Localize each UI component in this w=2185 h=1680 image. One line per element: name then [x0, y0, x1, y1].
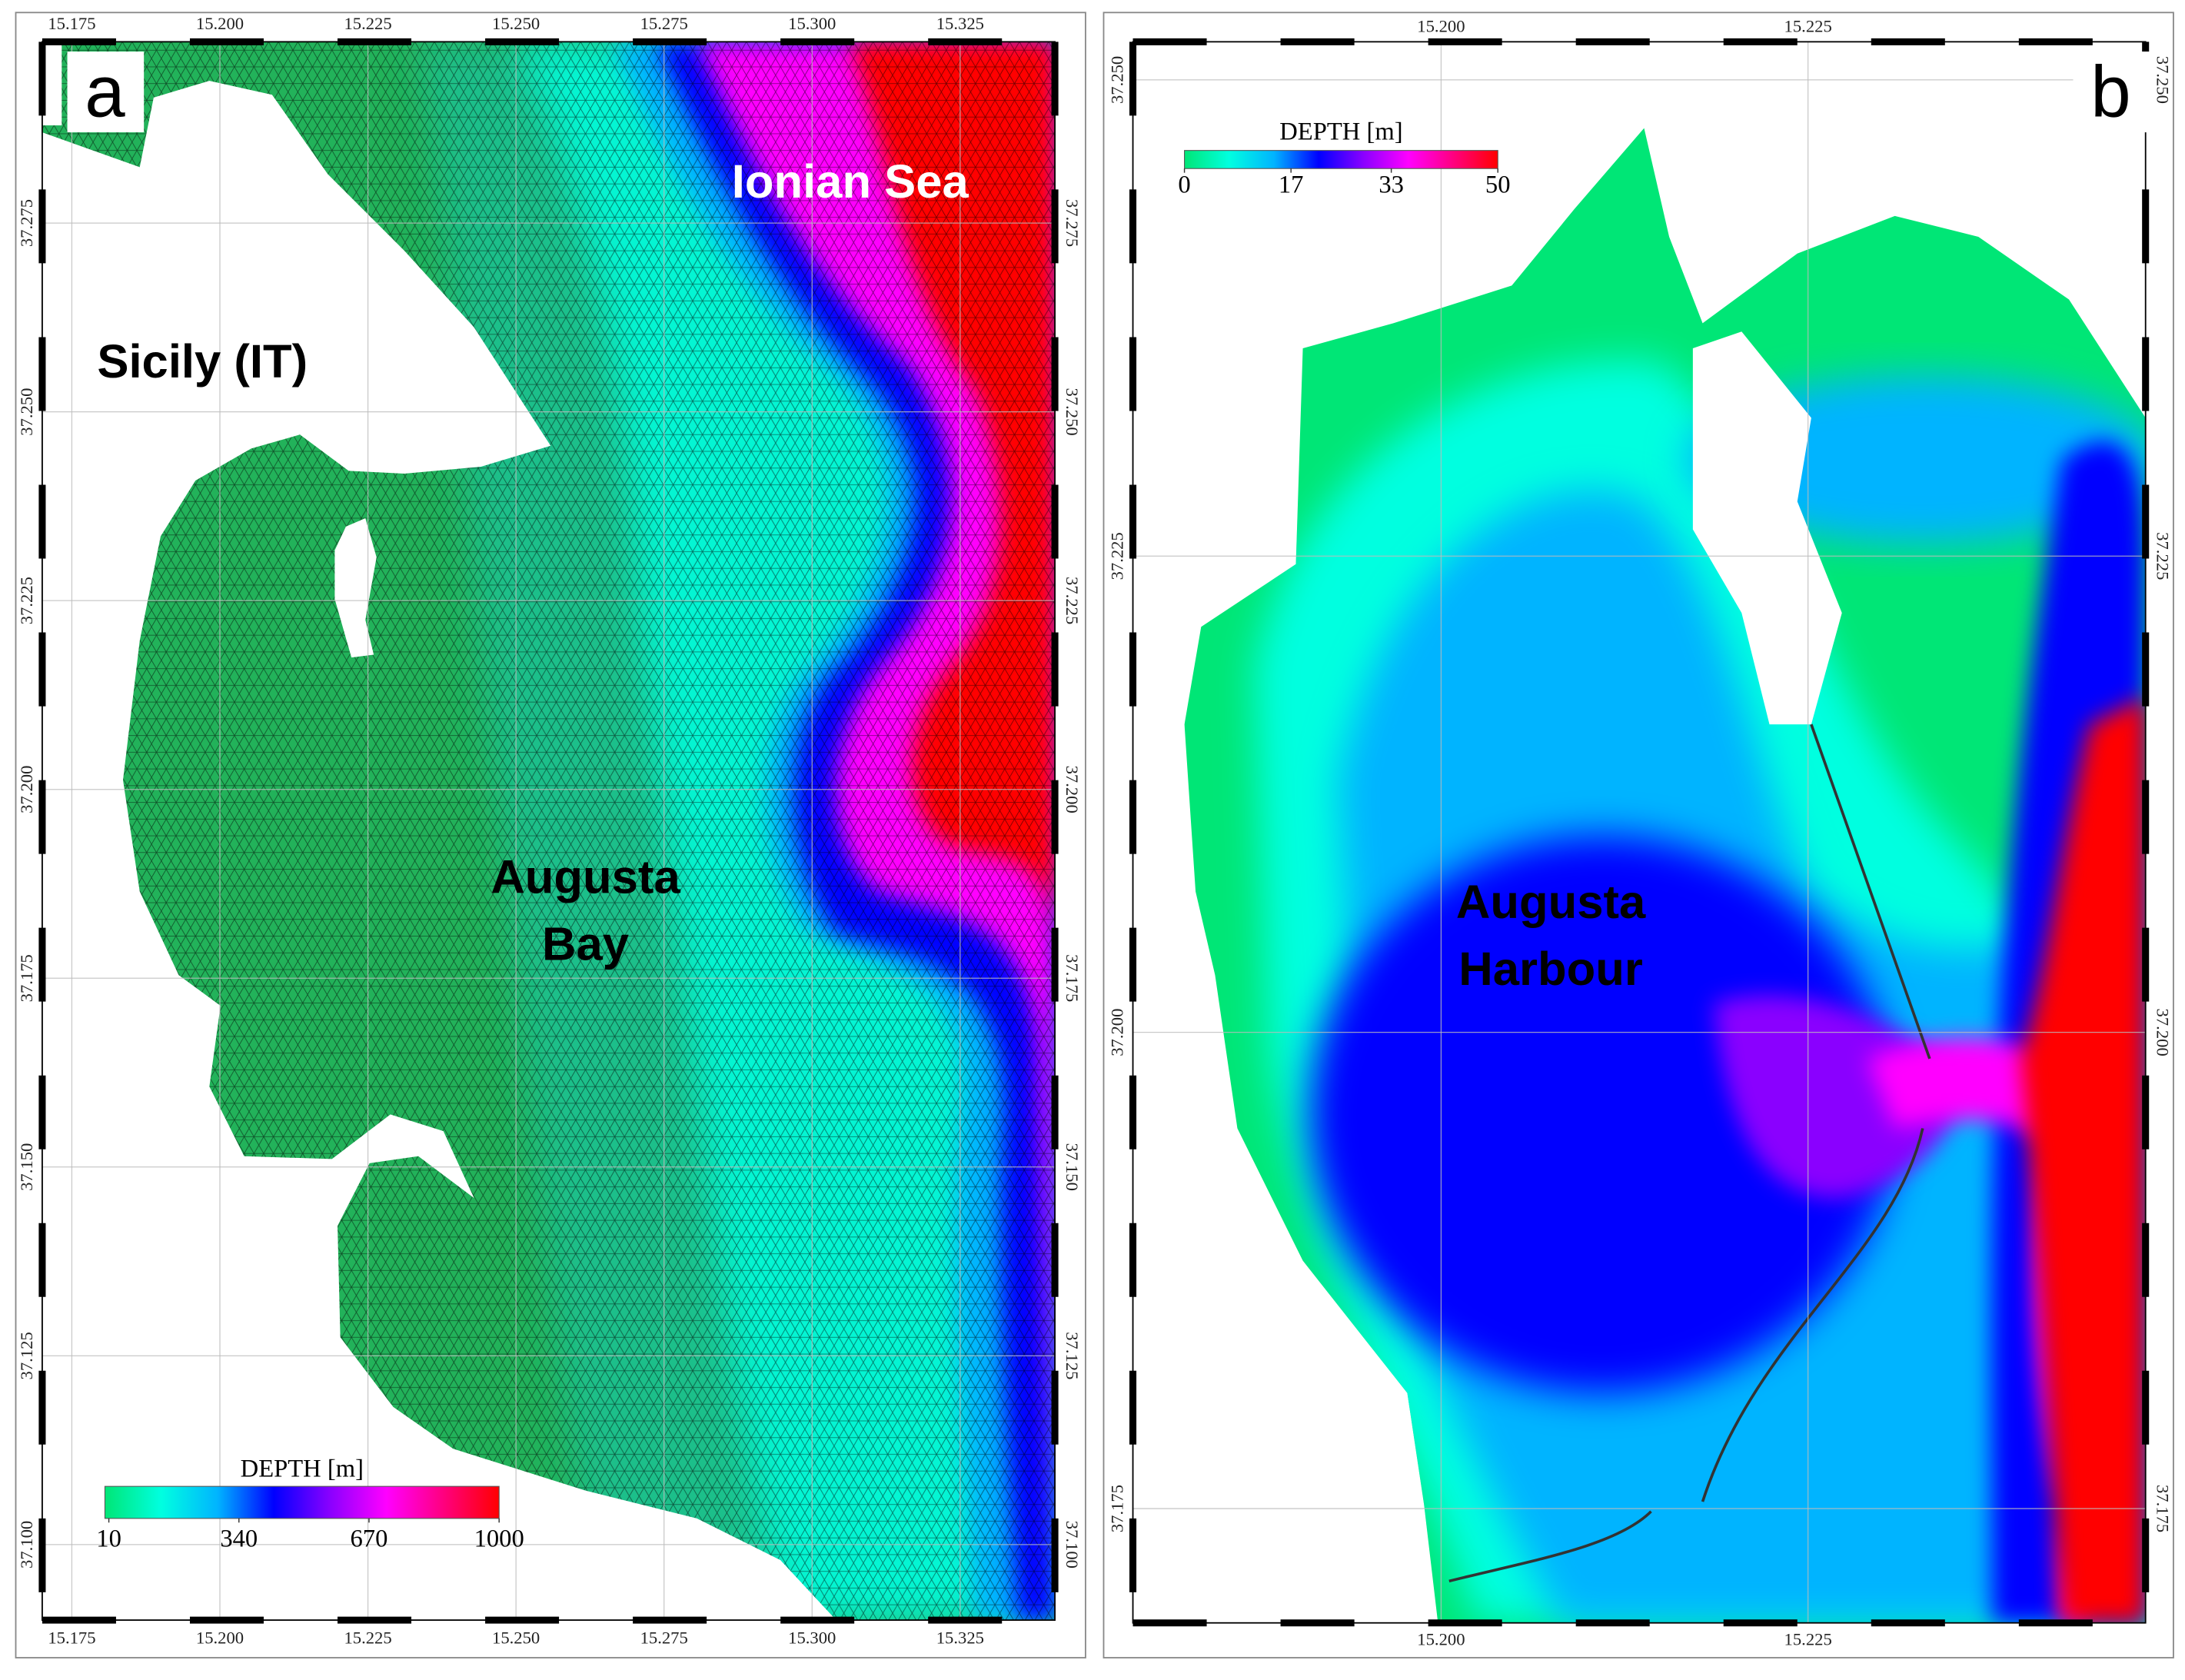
y-tick-label: 37.150: [17, 1143, 36, 1191]
colorbar-tick-label: 340: [220, 1525, 258, 1552]
y-tick-label: 37.275: [17, 199, 36, 247]
depth-band: [2020, 696, 2146, 1623]
y-tick-label: 37.225: [1063, 577, 1082, 624]
x-tick-label: 15.200: [196, 1628, 244, 1648]
place-label: Harbour: [1458, 943, 1643, 996]
y-tick-label: 37.200: [17, 766, 36, 813]
x-tick-label: 15.175: [48, 1628, 95, 1648]
colorbar-title: DEPTH [m]: [1279, 118, 1402, 145]
colorbar-tick-label: 17: [1279, 171, 1304, 198]
y-tick-label: 37.225: [17, 577, 36, 624]
panel-label-box: [67, 52, 145, 133]
x-tick-label: 15.275: [640, 14, 688, 33]
y-tick-label: 37.100: [17, 1521, 36, 1569]
x-tick-label: 15.225: [344, 14, 391, 33]
colorbar: [104, 1485, 500, 1519]
y-tick-label: 37.150: [1063, 1143, 1082, 1191]
colorbar-tick-label: 50: [1485, 171, 1511, 198]
land: [42, 42, 836, 1621]
breakwater: [1448, 724, 1931, 1583]
x-tick-label: 15.225: [1784, 16, 1832, 35]
y-tick-label: 37.125: [17, 1332, 36, 1379]
y-tick-label: 37.175: [1063, 954, 1082, 1002]
x-tick-label: 15.175: [48, 14, 95, 33]
y-tick-label: 37.250: [17, 388, 36, 436]
x-tick-label: 15.250: [492, 14, 540, 33]
place-label: Ionian Sea: [732, 155, 969, 208]
x-tick-label: 15.300: [788, 14, 836, 33]
y-tick-label: 37.200: [1108, 1009, 1127, 1056]
y-tick-label: 37.250: [1108, 56, 1127, 104]
x-tick-label: 15.275: [640, 1628, 688, 1648]
y-tick-label: 37.250: [2153, 56, 2172, 104]
panel-frame: [15, 12, 1086, 1658]
colorbar-tick-label: 1000: [474, 1525, 524, 1552]
y-tick-label: 37.100: [1063, 1521, 1082, 1569]
y-tick-label: 37.225: [2153, 532, 2172, 580]
y-tick-label: 37.175: [1108, 1485, 1127, 1532]
depth-map: [1184, 42, 2146, 1623]
colorbar-tick-label: 33: [1379, 171, 1404, 198]
x-tick-label: 15.200: [1417, 1629, 1465, 1648]
place-label: Bay: [542, 917, 629, 970]
place-label: Augusta: [491, 850, 680, 903]
y-tick-label: 37.125: [1063, 1332, 1082, 1379]
colorbar: [1184, 150, 1498, 169]
x-tick-label: 15.250: [492, 1628, 540, 1648]
x-tick-label: 15.325: [936, 1628, 984, 1648]
colorbar-tick-label: 10: [96, 1525, 121, 1552]
y-tick-label: 37.225: [1108, 532, 1127, 580]
x-tick-label: 15.200: [196, 14, 244, 33]
land: [334, 517, 377, 658]
depth-band: [1309, 836, 1895, 1393]
y-tick-label: 37.250: [1063, 388, 1082, 436]
mesh-map: [42, 42, 1056, 1621]
land: [1692, 331, 1842, 725]
panel-label-box: [2073, 52, 2150, 133]
place-label: Augusta: [1456, 876, 1646, 929]
y-tick-label: 37.200: [1063, 766, 1082, 813]
panel-label: a: [85, 52, 125, 132]
y-tick-label: 37.275: [1063, 199, 1082, 247]
x-tick-label: 15.225: [344, 1628, 391, 1648]
colorbar-title: DEPTH [m]: [241, 1455, 364, 1483]
y-tick-label: 37.175: [17, 954, 36, 1002]
x-tick-label: 15.200: [1417, 16, 1465, 35]
depth-band: [1714, 995, 1958, 1199]
panel-label: b: [2090, 52, 2130, 132]
depth-field: [1184, 128, 2146, 1623]
place-label: Sicily (IT): [97, 335, 308, 388]
y-tick-label: 37.200: [2153, 1009, 2172, 1056]
x-tick-label: 15.325: [936, 14, 984, 33]
annotations: 15.175 15.175 15.200 15.200 15.225 15.225 15.2…: [17, 14, 2172, 1649]
y-tick-label: 37.175: [2153, 1485, 2172, 1532]
x-tick-label: 15.225: [1784, 1629, 1832, 1648]
colorbar-tick-label: 670: [351, 1525, 388, 1552]
x-tick-label: 15.300: [788, 1628, 836, 1648]
colorbar-tick-label: 0: [1178, 171, 1190, 198]
panel-frame: [1102, 12, 2174, 1658]
